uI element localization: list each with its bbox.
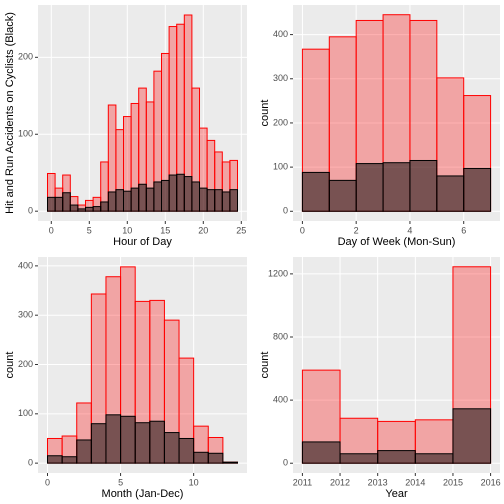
bar (221, 191, 231, 212)
bar (382, 162, 411, 212)
bar (339, 453, 379, 464)
x-tick-label: 20 (198, 225, 208, 235)
x-tick-label: 0 (300, 225, 305, 235)
bar (153, 181, 162, 212)
bar (123, 190, 132, 212)
bar (183, 176, 193, 212)
x-tick-label: 0 (49, 225, 54, 235)
bar (61, 456, 78, 464)
y-tick-label: 100 (273, 161, 288, 171)
bar (409, 159, 438, 212)
bar (328, 179, 357, 212)
x-tick-label: 2 (354, 225, 359, 235)
y-tick-label: 100 (18, 408, 33, 418)
bar (207, 452, 224, 464)
y-tick-label: 200 (18, 52, 33, 62)
y-axis-title: count (259, 352, 271, 379)
y-tick-label: 100 (18, 129, 33, 139)
bar (414, 453, 454, 464)
bar (120, 415, 136, 464)
x-tick-label: 10 (189, 477, 199, 487)
bar (138, 183, 147, 212)
x-tick-label: 10 (122, 225, 132, 235)
x-tick-label: 6 (461, 225, 466, 235)
x-tick-label: 5 (87, 225, 92, 235)
bar (191, 181, 200, 212)
bar (355, 163, 384, 212)
bar (436, 175, 465, 212)
bar (229, 189, 238, 212)
x-axis-title: Year (385, 488, 408, 500)
bar (149, 420, 165, 464)
bar (85, 206, 94, 212)
x-tick-label: 0 (45, 477, 50, 487)
y-tick-label: 400 (18, 260, 33, 270)
y-tick-label: 300 (273, 73, 288, 83)
y-tick-label: 800 (273, 331, 288, 341)
bar (178, 437, 195, 464)
bar (107, 191, 117, 212)
x-axis-title: Day of Week (Mon-Sun) (338, 236, 456, 248)
bar (105, 414, 122, 464)
x-tick-label: 25 (236, 225, 246, 235)
y-tick-label: 0 (283, 458, 288, 468)
x-tick-label: 2013 (368, 477, 388, 487)
bar (115, 189, 125, 212)
y-tick-label: 0 (283, 206, 288, 216)
bar (301, 171, 330, 212)
y-axis-title: count (4, 352, 16, 379)
bar (92, 206, 102, 212)
bar (463, 167, 492, 212)
x-tick-label: 2014 (405, 477, 425, 487)
bar (206, 189, 216, 212)
x-axis-title: Month (Jan-Dec) (102, 488, 184, 500)
bar (76, 439, 92, 464)
bar (301, 441, 341, 464)
x-axis-title: Hour of Day (113, 236, 172, 248)
bar (90, 423, 107, 464)
bar (222, 461, 238, 464)
x-tick-label: 4 (407, 225, 412, 235)
x-tick-label: 2011 (293, 477, 312, 487)
x-tick-label: 2012 (330, 477, 350, 487)
bar (452, 408, 492, 464)
bar (54, 196, 64, 212)
y-axis-title: Hit and Run Accidents on Cyclists (Black… (4, 12, 16, 214)
bar (130, 187, 140, 212)
bar (100, 201, 109, 212)
x-tick-label: 2016 (481, 477, 501, 487)
bar (214, 189, 223, 212)
y-axis-title: count (259, 100, 271, 127)
y-tick-label: 1200 (268, 268, 288, 278)
y-tick-label: 400 (273, 394, 288, 404)
bar (199, 187, 208, 212)
bar (47, 196, 56, 212)
x-tick-label: 5 (118, 477, 123, 487)
bar (163, 432, 180, 464)
bar (176, 173, 185, 212)
y-tick-label: 0 (28, 206, 33, 216)
x-tick-label: 15 (160, 225, 170, 235)
bar (168, 174, 178, 212)
bar (47, 455, 63, 464)
bar (377, 450, 416, 464)
y-tick-label: 200 (18, 359, 33, 369)
bar (134, 422, 151, 464)
y-tick-label: 400 (273, 29, 288, 39)
bar (145, 187, 155, 212)
bar (193, 451, 209, 464)
x-tick-label: 2015 (443, 477, 463, 487)
bar (77, 208, 87, 212)
y-tick-label: 200 (273, 117, 288, 127)
bar (161, 179, 170, 212)
bar (62, 192, 71, 212)
bar (69, 204, 79, 212)
y-tick-label: 300 (18, 310, 33, 320)
y-tick-label: 0 (28, 458, 33, 468)
